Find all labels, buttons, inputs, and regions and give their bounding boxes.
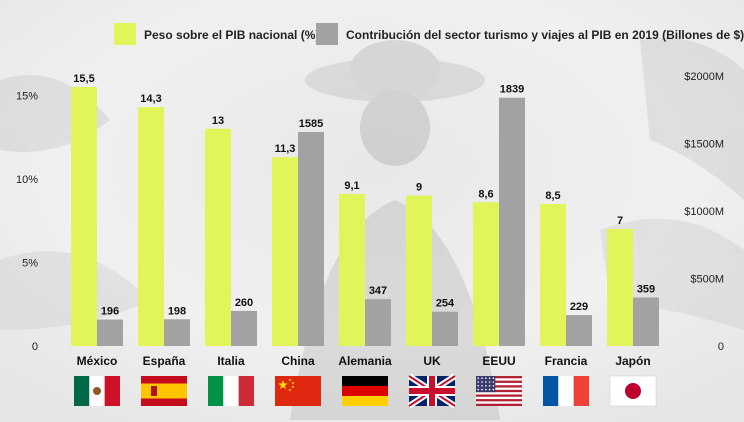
- data-label-contribucion: 229: [570, 301, 588, 313]
- bar-peso: [339, 193, 365, 346]
- france-flag: [543, 376, 589, 406]
- right-tick-label: 0: [718, 341, 724, 353]
- data-label-contribucion: 359: [637, 284, 655, 296]
- data-label-contribucion: 1839: [500, 84, 524, 96]
- category-label: Francia: [545, 354, 588, 368]
- left-tick-label: 0: [32, 341, 38, 353]
- data-label-peso: 13: [212, 115, 224, 127]
- flags: [74, 373, 657, 409]
- right-tick-label: $1000M: [684, 206, 724, 218]
- data-label-peso: 8,6: [478, 188, 493, 200]
- category-label: EEUU: [482, 354, 515, 368]
- right-axis: 0 $500M $1000M $1500M $2000M: [684, 71, 724, 353]
- bars: 15,5 196 14,3 198 13 260 11,3 1585 9,1 347 9 254 8,6…: [71, 73, 659, 347]
- category-label: México: [77, 354, 118, 368]
- category-label: Alemania: [338, 354, 392, 368]
- data-label-contribucion: 260: [235, 297, 253, 309]
- left-axis: 0 5% 10% 15%: [16, 90, 38, 353]
- legend: Peso sobre el PIB nacional (%) Contribuc…: [114, 23, 744, 45]
- data-label-contribucion: 347: [369, 285, 387, 297]
- bar-contribucion: [566, 315, 592, 346]
- uk-flag: [407, 373, 457, 409]
- bar-peso: [540, 203, 566, 346]
- data-label-peso: 8,5: [545, 190, 560, 202]
- category-label: España: [143, 354, 186, 368]
- germany-flag: [342, 376, 388, 406]
- bar-contribucion: [97, 319, 123, 346]
- bar-contribucion: [365, 299, 391, 346]
- legend-swatch-green: [114, 23, 136, 45]
- data-label-peso: 7: [617, 215, 623, 227]
- bar-peso: [473, 202, 499, 346]
- data-label-peso: 14,3: [140, 93, 161, 105]
- data-label-peso: 11,3: [275, 143, 296, 155]
- bar-contribucion: [633, 297, 659, 346]
- bar-contribucion: [432, 311, 458, 346]
- left-tick-label: 15%: [16, 90, 38, 102]
- right-tick-label: $1500M: [684, 139, 724, 151]
- mexico-flag: [74, 376, 120, 406]
- data-label-contribucion: 1585: [299, 118, 323, 130]
- data-label-peso: 9,1: [344, 180, 359, 192]
- bar-peso: [272, 157, 298, 346]
- left-tick-label: 5%: [22, 257, 38, 269]
- bar-contribucion: [298, 132, 324, 346]
- usa-flag: [476, 376, 522, 406]
- left-tick-label: 10%: [16, 174, 38, 186]
- category-label: Japón: [615, 354, 650, 368]
- bar-peso: [205, 128, 231, 346]
- bar-contribucion: [231, 310, 257, 346]
- china-flag: [275, 376, 321, 406]
- data-label-contribucion: 254: [436, 298, 455, 310]
- category-label: China: [281, 354, 315, 368]
- bar-contribucion: [164, 319, 190, 346]
- data-label-peso: 15,5: [73, 73, 94, 85]
- right-tick-label: $2000M: [684, 71, 724, 83]
- category-label: UK: [423, 354, 441, 368]
- legend-label: Peso sobre el PIB nacional (%): [144, 28, 319, 42]
- category-label: Italia: [217, 354, 245, 368]
- japan-flag: [609, 375, 657, 407]
- category-labels: México España Italia China Alemania UK EEUU Fra…: [77, 354, 651, 368]
- legend-label: Contribución del sector turismo y viajes…: [346, 28, 744, 42]
- data-label-contribucion: 196: [101, 306, 119, 318]
- italy-flag: [208, 376, 254, 406]
- right-tick-label: $500M: [690, 274, 724, 286]
- bar-peso: [607, 229, 633, 346]
- bar-peso: [406, 195, 432, 346]
- bar-contribucion: [499, 97, 525, 346]
- spain-flag: [141, 376, 187, 406]
- data-label-peso: 9: [416, 182, 422, 194]
- bar-peso: [71, 87, 97, 346]
- bar-peso: [138, 107, 164, 347]
- data-label-contribucion: 198: [168, 305, 186, 317]
- legend-swatch-gray: [316, 23, 338, 45]
